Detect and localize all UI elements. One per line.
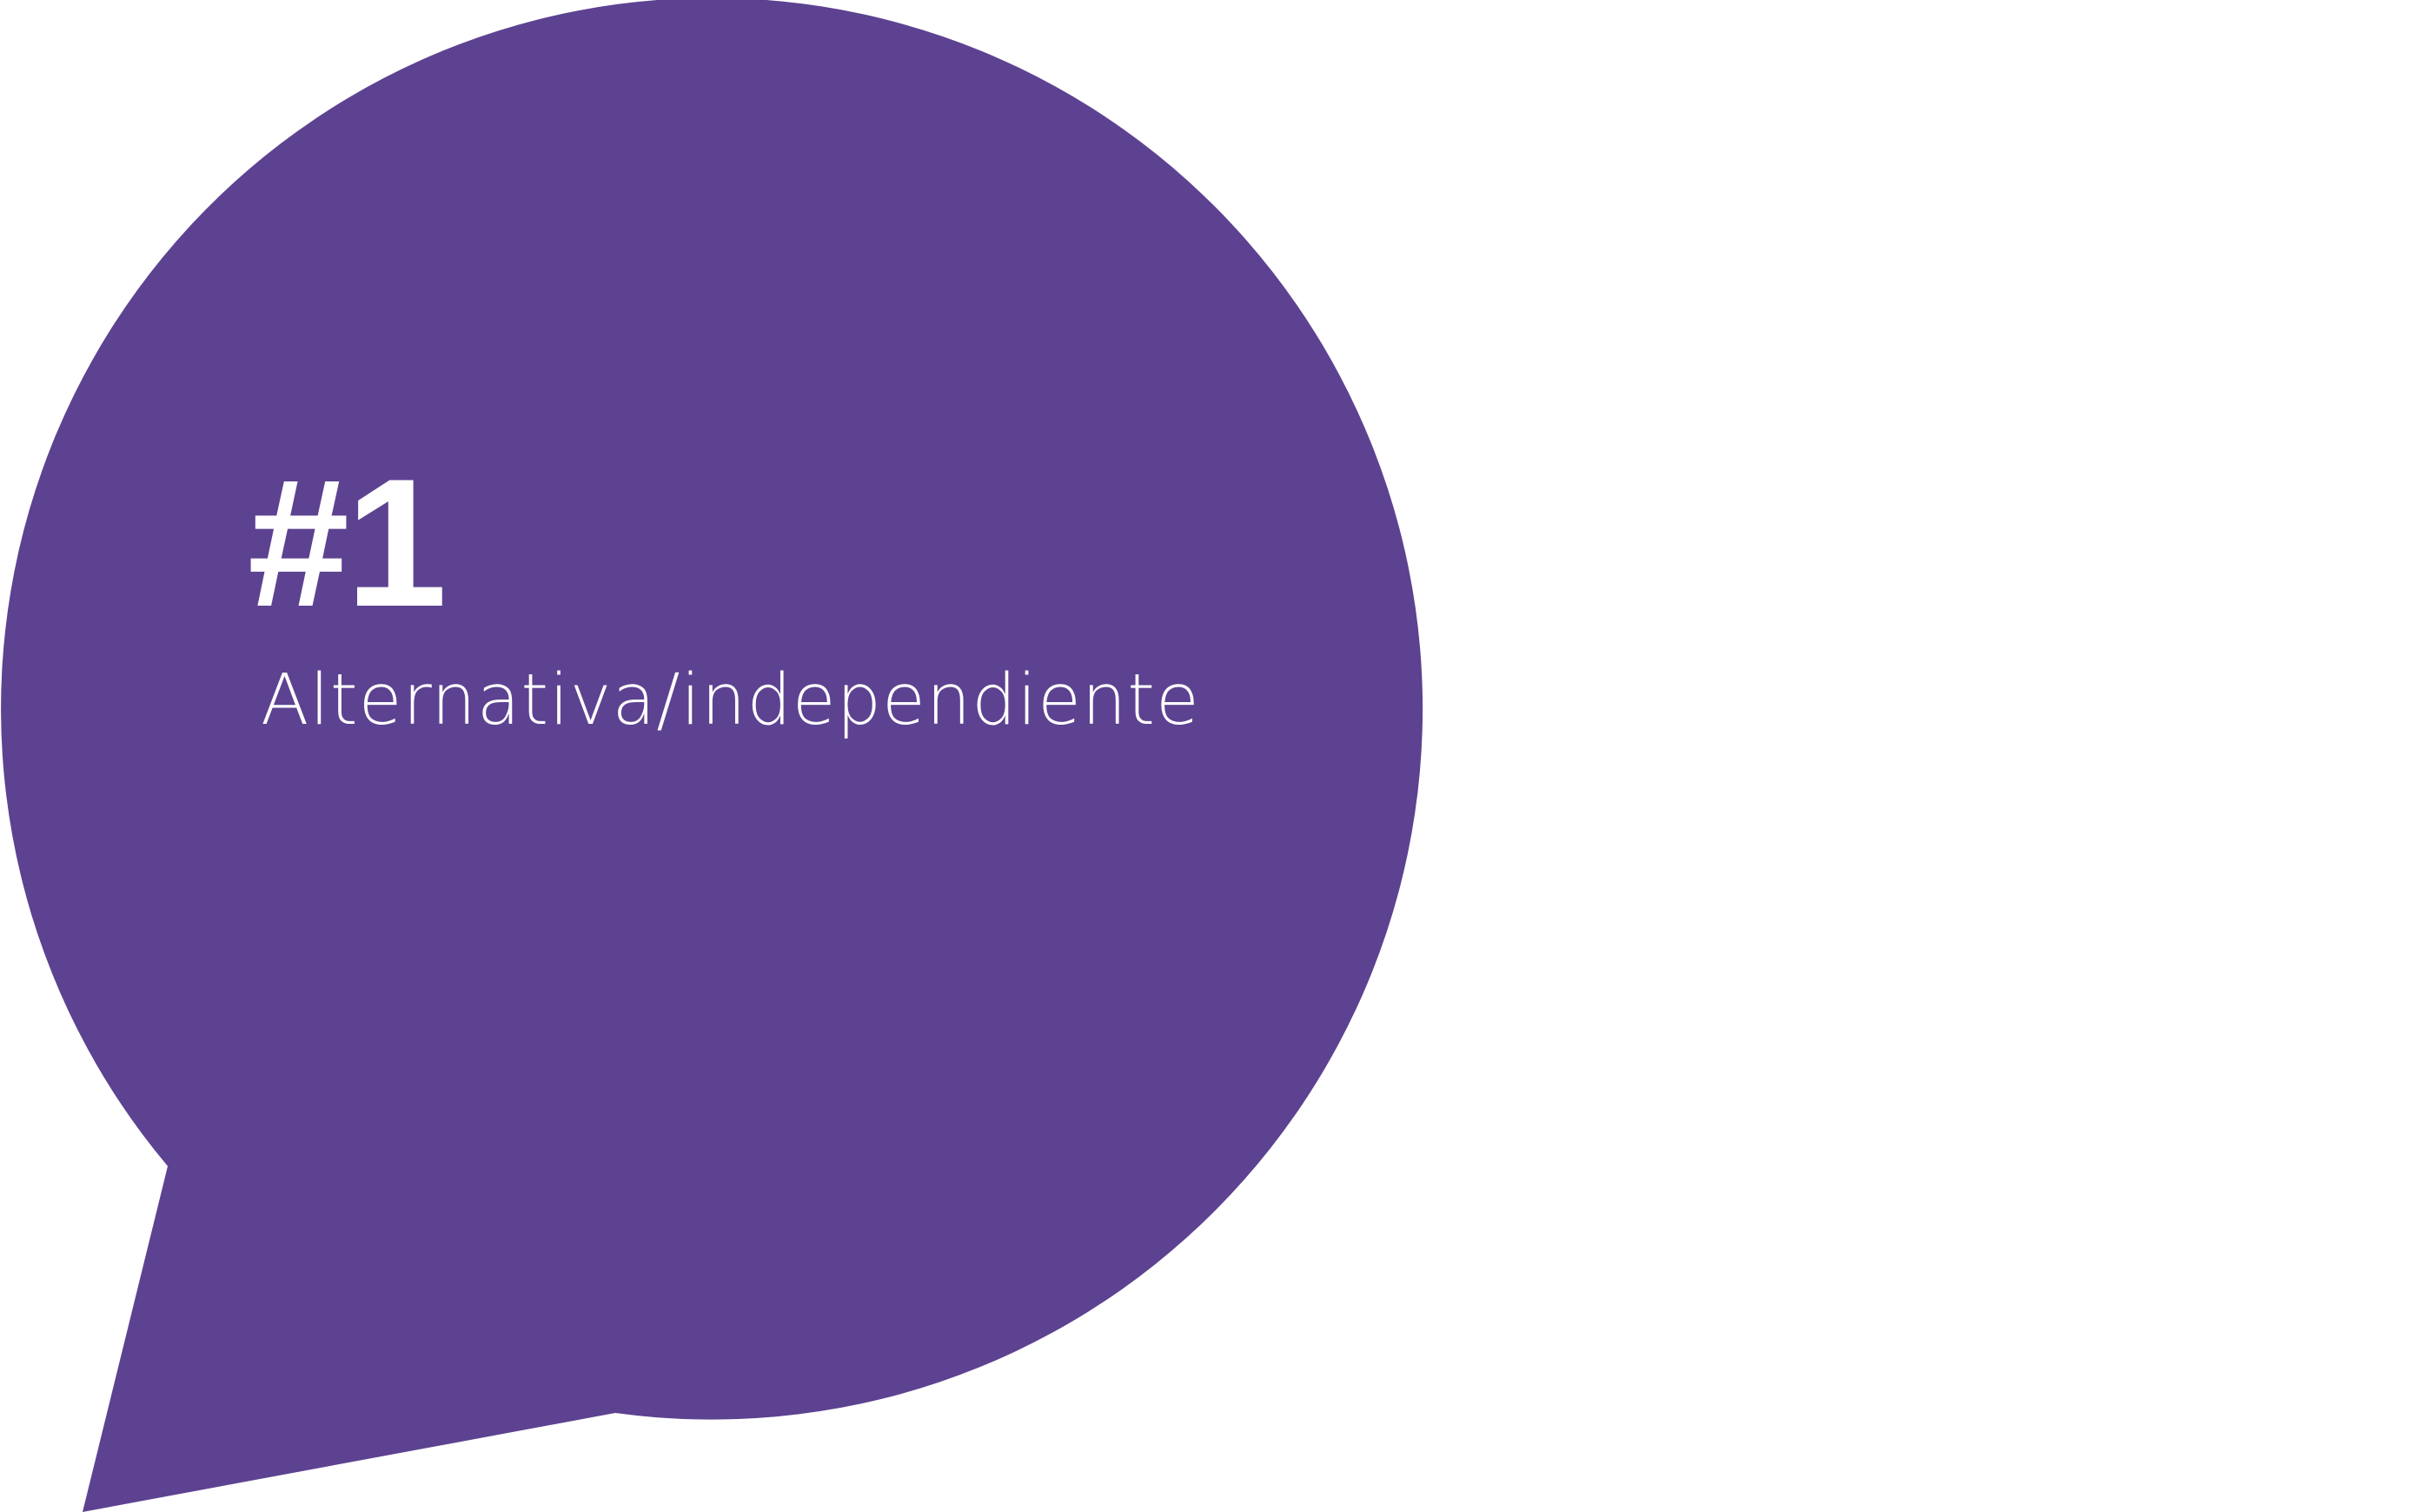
rank-number: #1 bbox=[248, 441, 448, 645]
category-label: Alternativa/independiente bbox=[261, 660, 1200, 741]
speech-bubble-shape bbox=[1, 0, 1423, 1512]
